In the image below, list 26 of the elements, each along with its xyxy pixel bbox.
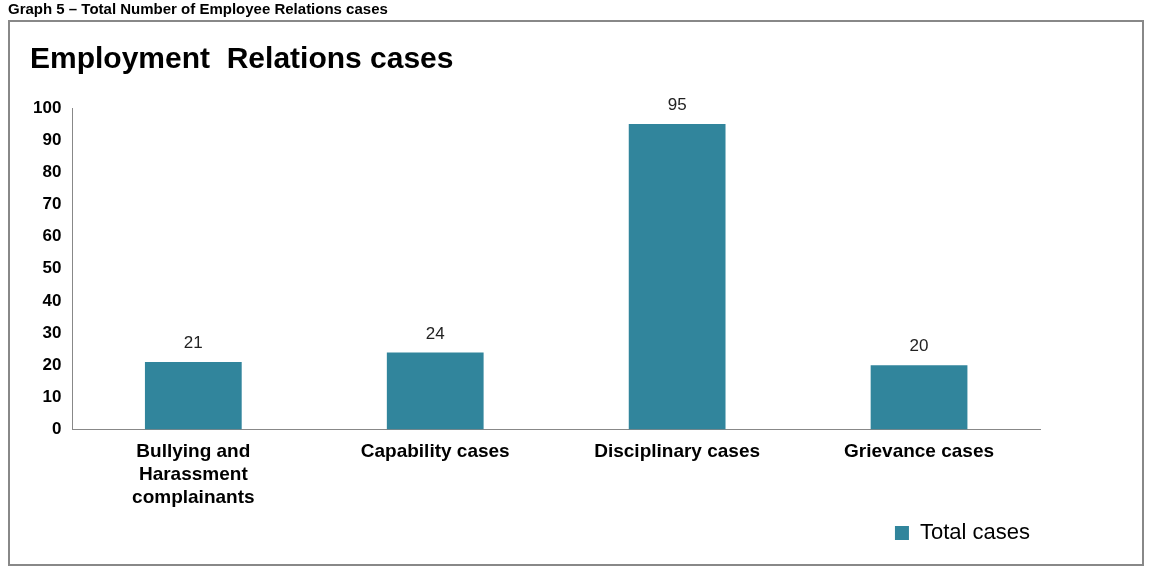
data-label: 20 <box>909 336 929 356</box>
bar <box>628 124 726 430</box>
caption: Graph 5 – Total Number of Employee Relations cases <box>8 0 388 17</box>
data-label: 21 <box>183 333 203 353</box>
y-tick-label: 40 <box>42 290 62 310</box>
x-tick-label: Capability cases <box>360 440 510 462</box>
y-tick-label: 100 <box>32 97 62 117</box>
bar <box>144 362 242 430</box>
data-label: 24 <box>425 323 445 343</box>
x-tick-label: Disciplinary cases <box>594 440 761 462</box>
chart-title: Employment Relations cases <box>30 41 454 75</box>
y-tick-label: 60 <box>42 226 62 246</box>
y-tick-label: 30 <box>42 322 62 342</box>
y-tick-label: 80 <box>42 162 62 182</box>
y-tick-label: 10 <box>42 387 62 407</box>
x-tick-label: Grievance cases <box>844 440 995 462</box>
y-tick-label: 20 <box>42 354 62 374</box>
data-label: 95 <box>667 95 687 115</box>
bar <box>870 365 968 430</box>
y-tick-label: 50 <box>42 258 62 278</box>
x-tick-label: Bullying and Harassment complainants <box>132 440 255 507</box>
y-tick-label: 90 <box>42 129 62 149</box>
y-tick-label: 70 <box>42 194 62 214</box>
legend-label: Total cases <box>919 519 1031 545</box>
bar <box>386 352 484 430</box>
y-tick-label: 0 <box>51 419 62 439</box>
